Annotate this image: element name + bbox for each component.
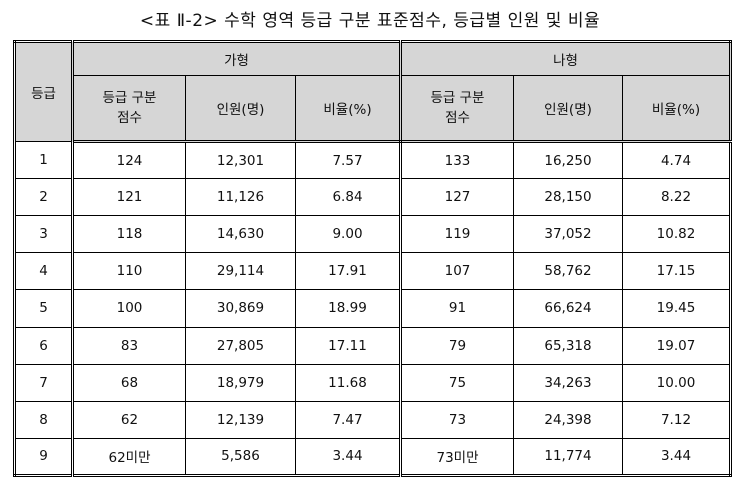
b-cut-score-cell: 133 <box>400 140 514 180</box>
group-b-header: 나형 <box>400 41 731 76</box>
a-count-cell: 18,979 <box>185 363 296 402</box>
a-cut-score-cell: 118 <box>72 215 186 254</box>
grade-table: 등급 가형 나형 등급 구분 점수 인원(명) 비율(%) 등급 구분 점수 인… <box>13 40 732 477</box>
b-count-cell: 11,774 <box>513 437 623 477</box>
b-count-header: 인원(명) <box>513 75 623 143</box>
b-count-cell: 58,762 <box>513 252 623 291</box>
b-cut-score-cell: 91 <box>400 289 514 328</box>
table-row: 1 124 12,301 7.57 133 16,250 4.74 <box>14 140 731 180</box>
a-count-cell: 11,126 <box>185 178 296 217</box>
a-cut-score-cell: 124 <box>72 140 186 180</box>
b-cut-score-header-line2: 점수 <box>445 110 470 126</box>
grade-cell: 6 <box>14 326 74 365</box>
a-ratio-cell: 17.11 <box>295 326 402 365</box>
a-cut-score-cell: 110 <box>72 252 186 291</box>
b-cut-score-cell: 79 <box>400 326 514 365</box>
table-row: 5 100 30,869 18.99 91 66,624 19.45 <box>14 289 731 328</box>
a-count-cell: 12,139 <box>185 400 296 439</box>
a-cut-score-cell: 83 <box>72 326 186 365</box>
table-row: 7 68 18,979 11.68 75 34,263 10.00 <box>14 363 731 402</box>
grade-cell: 5 <box>14 289 74 328</box>
a-cut-score-cell: 62 <box>72 400 186 439</box>
a-count-cell: 27,805 <box>185 326 296 365</box>
a-cut-score-cell: 68 <box>72 363 186 402</box>
b-cut-score-cell: 73 <box>400 400 514 439</box>
table-body: 1 124 12,301 7.57 133 16,250 4.74 2 121 11,126 6.8… <box>14 140 731 477</box>
a-ratio-cell: 9.00 <box>295 215 402 254</box>
b-count-cell: 65,318 <box>513 326 623 365</box>
table-row: 4 110 29,114 17.91 107 58,762 17.15 <box>14 252 731 291</box>
b-cut-score-cell: 107 <box>400 252 514 291</box>
grade-cell: 9 <box>14 437 74 477</box>
b-count-cell: 24,398 <box>513 400 623 439</box>
a-count-header: 인원(명) <box>185 75 296 143</box>
a-ratio-cell: 11.68 <box>295 363 402 402</box>
table-row: 8 62 12,139 7.47 73 24,398 7.12 <box>14 400 731 439</box>
b-count-cell: 66,624 <box>513 289 623 328</box>
grade-cell: 1 <box>14 140 74 180</box>
a-ratio-cell: 3.44 <box>295 437 402 477</box>
a-ratio-cell: 6.84 <box>295 178 402 217</box>
group-a-header: 가형 <box>72 41 402 76</box>
table-row: 6 83 27,805 17.11 79 65,318 19.07 <box>14 326 731 365</box>
a-cut-score-cell: 62미만 <box>72 437 186 477</box>
table-row: 3 118 14,630 9.00 119 37,052 10.82 <box>14 215 731 254</box>
b-ratio-cell: 8.22 <box>622 178 731 217</box>
a-cut-score-header-line1: 등급 구분 <box>102 90 157 106</box>
table-row: 2 121 11,126 6.84 127 28,150 8.22 <box>14 178 731 217</box>
b-cut-score-header-line1: 등급 구분 <box>430 90 485 106</box>
b-ratio-header: 비율(%) <box>622 75 731 143</box>
b-ratio-cell: 19.45 <box>622 289 731 328</box>
a-cut-score-cell: 100 <box>72 289 186 328</box>
b-ratio-cell: 7.12 <box>622 400 731 439</box>
grade-cell: 7 <box>14 363 74 402</box>
a-count-cell: 29,114 <box>185 252 296 291</box>
a-ratio-cell: 7.57 <box>295 140 402 180</box>
grade-cell: 8 <box>14 400 74 439</box>
b-cut-score-header: 등급 구분 점수 <box>400 75 514 143</box>
grade-cell: 3 <box>14 215 74 254</box>
a-count-cell: 14,630 <box>185 215 296 254</box>
b-cut-score-cell: 119 <box>400 215 514 254</box>
b-cut-score-cell: 73미만 <box>400 437 514 477</box>
table-row: 9 62미만 5,586 3.44 73미만 11,774 3.44 <box>14 437 731 477</box>
a-count-cell: 12,301 <box>185 140 296 180</box>
grade-cell: 2 <box>14 178 74 217</box>
b-ratio-cell: 10.00 <box>622 363 731 402</box>
b-ratio-cell: 17.15 <box>622 252 731 291</box>
b-ratio-cell: 4.74 <box>622 140 731 180</box>
a-cut-score-header: 등급 구분 점수 <box>72 75 186 143</box>
a-ratio-cell: 18.99 <box>295 289 402 328</box>
a-ratio-cell: 7.47 <box>295 400 402 439</box>
b-count-cell: 28,150 <box>513 178 623 217</box>
a-cut-score-header-line2: 점수 <box>117 110 142 126</box>
b-count-cell: 16,250 <box>513 140 623 180</box>
b-count-cell: 34,263 <box>513 363 623 402</box>
header-sub-row: 등급 구분 점수 인원(명) 비율(%) 등급 구분 점수 인원(명) 비율(%… <box>15 75 731 143</box>
table-caption: <표 Ⅱ-2> 수학 영역 등급 구분 표준점수, 등급별 인원 및 비율 <box>139 11 601 31</box>
b-ratio-cell: 19.07 <box>622 326 731 365</box>
grade-cell: 4 <box>14 252 74 291</box>
a-count-cell: 30,869 <box>185 289 296 328</box>
b-count-cell: 37,052 <box>513 215 623 254</box>
a-count-cell: 5,586 <box>185 437 296 477</box>
a-ratio-cell: 17.91 <box>295 252 402 291</box>
a-cut-score-cell: 121 <box>72 178 186 217</box>
b-ratio-cell: 10.82 <box>622 215 731 254</box>
b-cut-score-cell: 75 <box>400 363 514 402</box>
b-ratio-cell: 3.44 <box>622 437 731 477</box>
b-cut-score-cell: 127 <box>400 178 514 217</box>
a-ratio-header: 비율(%) <box>295 75 402 143</box>
grade-column-header: 등급 <box>14 41 74 142</box>
header-group-row: 등급 가형 나형 <box>14 41 731 142</box>
